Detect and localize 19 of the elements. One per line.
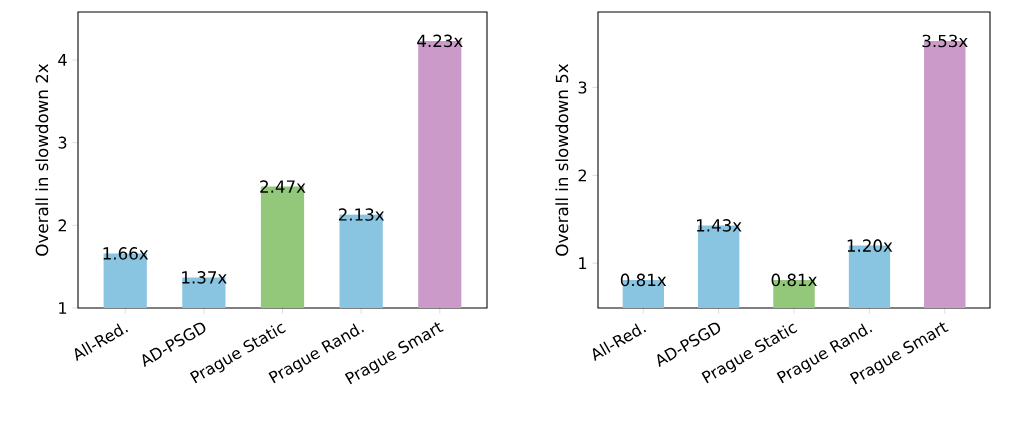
y-axis-title: Overall in slowdown 2x bbox=[35, 63, 49, 256]
data-label: 1.20x bbox=[847, 239, 893, 252]
y-tick-label: 1 bbox=[59, 302, 67, 314]
y-tick-label: 3 bbox=[578, 81, 587, 94]
data-label: 0.81x bbox=[620, 273, 667, 287]
y-tick-label: 2 bbox=[58, 219, 67, 232]
data-label: 0.81x bbox=[771, 273, 817, 287]
data-label: 1.66x bbox=[103, 247, 149, 260]
y-tick-label: 2 bbox=[578, 169, 586, 182]
y-tick-label: 3 bbox=[58, 136, 67, 149]
data-label: 1.43x bbox=[696, 219, 742, 232]
y-axis-title: Overall in slowdown 5x bbox=[555, 63, 569, 256]
data-label: 2.47x bbox=[260, 180, 306, 193]
data-label: 4.23x bbox=[417, 34, 463, 48]
y-tick-label: 1 bbox=[579, 257, 587, 270]
y-tick-label: 4 bbox=[58, 54, 67, 66]
data-label: 1.37x bbox=[182, 271, 227, 284]
data-label: 2.13x bbox=[338, 208, 385, 221]
data-label: 3.53x bbox=[922, 34, 968, 48]
